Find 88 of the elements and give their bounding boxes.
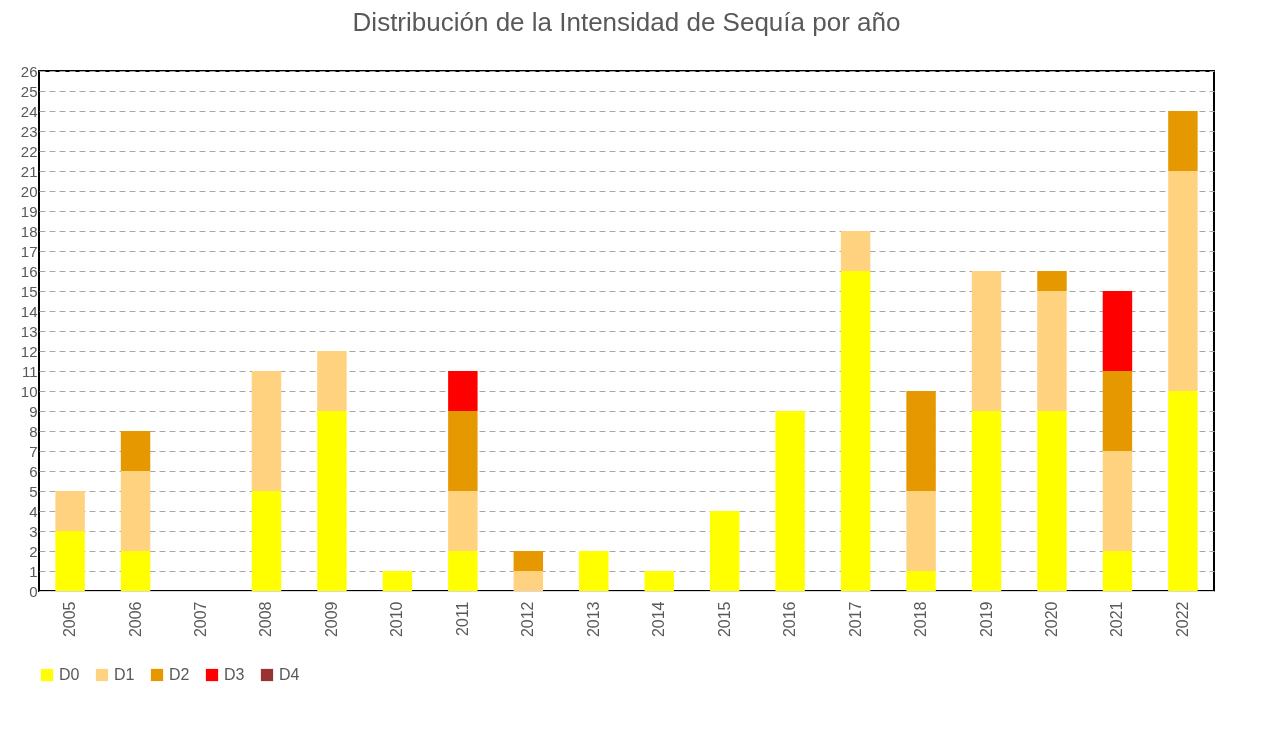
bar [709, 511, 740, 591]
bar [448, 411, 478, 491]
x-tick-label: 2019 [977, 601, 995, 638]
bar [513, 571, 544, 591]
x-tick-label: 2014 [650, 601, 668, 638]
y-tick-label: 6 [29, 462, 38, 480]
bar [317, 411, 347, 591]
y-tick-label: 9 [29, 402, 38, 420]
y-tick-label: 26 [20, 62, 38, 80]
y-tick-label: 11 [21, 362, 38, 380]
bar [906, 571, 936, 591]
legend-label: D2 [169, 666, 190, 683]
bar [1168, 171, 1198, 391]
bar [382, 571, 413, 591]
bar [971, 271, 1002, 411]
x-tick-label: 2020 [1042, 601, 1060, 638]
bar [1102, 371, 1133, 451]
bar [55, 531, 85, 591]
bar [1037, 411, 1067, 591]
y-tick-label: 25 [20, 82, 38, 100]
x-tick-label: 2010 [388, 601, 406, 638]
y-tick-label: 3 [29, 522, 38, 540]
bar [317, 351, 347, 411]
x-tick-label: 2016 [781, 601, 799, 638]
x-tick-label: 2005 [61, 601, 79, 638]
y-tick-label: 21 [20, 162, 38, 180]
bar [775, 411, 805, 591]
y-tick-label: 20 [20, 182, 38, 200]
y-tick-label: 8 [29, 422, 38, 440]
bar [1102, 291, 1133, 371]
y-tick-label: 19 [20, 202, 38, 220]
y-tick-label: 23 [20, 122, 38, 140]
y-tick-label: 24 [20, 102, 38, 120]
y-tick-label: 17 [20, 242, 38, 260]
y-tick-label: 1 [29, 562, 38, 580]
y-tick-label: 13 [20, 322, 38, 340]
y-tick-label: 14 [20, 302, 38, 320]
bar [1037, 271, 1067, 291]
x-tick-label: 2006 [126, 601, 144, 638]
x-tick-label: 2022 [1173, 601, 1191, 638]
legend-label: D4 [279, 666, 300, 683]
bar [251, 371, 282, 491]
legend-label: D0 [59, 666, 80, 683]
bar [644, 571, 674, 591]
bar [251, 491, 282, 591]
bar [1168, 111, 1198, 171]
bar [1037, 291, 1067, 411]
y-tick-label: 12 [20, 342, 38, 360]
bar [448, 491, 478, 551]
chart-title: Distribución de la Intensidad de Sequía por año [352, 7, 901, 37]
x-tick-label: 2015 [715, 601, 733, 638]
legend-label: D3 [224, 666, 245, 683]
x-tick-label: 2013 [584, 601, 602, 638]
y-tick-label: 2 [29, 542, 38, 560]
bar [906, 491, 936, 571]
x-tick-label: 2011 [453, 601, 471, 636]
x-tick-label: 2008 [257, 601, 275, 638]
bar [840, 271, 871, 591]
bar [55, 491, 85, 531]
x-tick-label: 2018 [912, 601, 930, 638]
y-tick-label: 15 [20, 282, 38, 300]
bar [120, 551, 151, 591]
bar [448, 371, 478, 411]
x-tick-label: 2007 [192, 601, 210, 638]
bar [513, 551, 544, 571]
bar [448, 551, 478, 591]
bar [120, 431, 151, 471]
y-tick-label: 7 [29, 442, 38, 460]
legend-label: D1 [114, 666, 135, 683]
x-tick-label: 2009 [322, 601, 340, 638]
y-tick-label: 10 [20, 382, 38, 400]
bar [1102, 451, 1133, 551]
x-tick-label: 2012 [519, 601, 537, 638]
y-tick-label: 0 [29, 582, 38, 600]
x-tick-label: 2017 [846, 601, 864, 638]
bar [120, 471, 151, 551]
y-tick-label: 5 [29, 482, 38, 500]
y-tick-label: 22 [20, 142, 38, 160]
bar [906, 391, 936, 491]
bar [1168, 391, 1198, 591]
y-tick-label: 4 [29, 502, 38, 520]
y-tick-label: 16 [20, 262, 38, 280]
bar [579, 551, 609, 591]
x-tick-label: 2021 [1108, 601, 1126, 638]
y-tick-label: 18 [20, 222, 38, 240]
bar [840, 231, 871, 271]
bar [1102, 551, 1133, 591]
bar [971, 411, 1002, 591]
